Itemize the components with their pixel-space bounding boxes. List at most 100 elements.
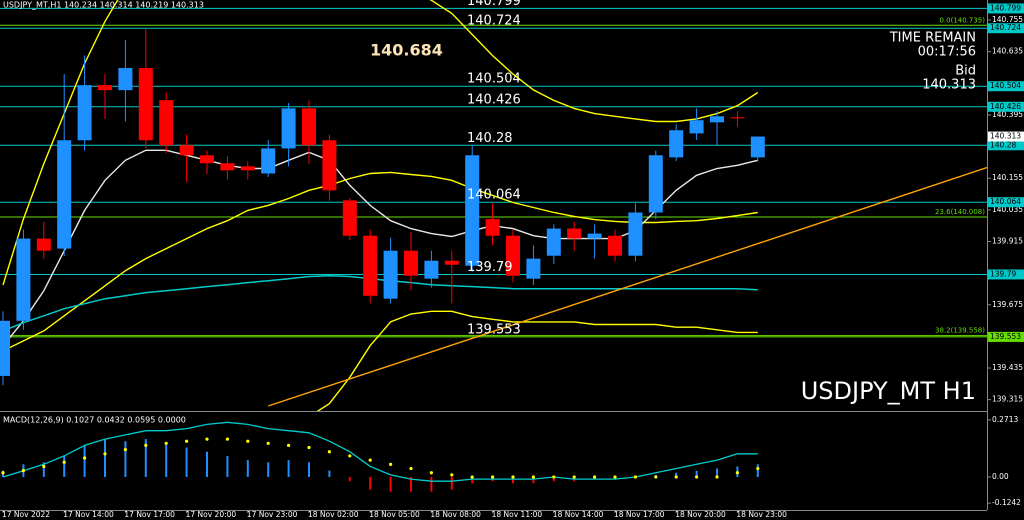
macd-signal-dot bbox=[21, 469, 25, 473]
watermark: USDJPY_MT H1 bbox=[801, 377, 976, 405]
macd-signal-dot bbox=[715, 475, 719, 479]
x-tick-label: 17 Nov 14:00 bbox=[63, 510, 114, 519]
macd-signal-dot bbox=[164, 441, 168, 445]
macd-bar bbox=[246, 460, 249, 477]
level-label: 140.064 bbox=[467, 188, 521, 203]
level-box bbox=[988, 269, 1024, 280]
macd-signal-dot bbox=[42, 464, 46, 469]
macd-signal-dot bbox=[307, 445, 311, 450]
macd-signal-dot bbox=[409, 466, 413, 471]
macd-label: MACD(12,26,9) 0.1027 0.0432 0.0595 0.000… bbox=[3, 416, 186, 425]
candle-body bbox=[363, 235, 378, 296]
macd-signal-dot bbox=[470, 475, 474, 479]
macd-bar bbox=[42, 462, 45, 477]
x-tick-label: 18 Nov 05:00 bbox=[369, 510, 420, 519]
level-label: 139.553 bbox=[467, 322, 521, 337]
candle-body bbox=[240, 166, 255, 171]
macd-bar bbox=[328, 470, 331, 477]
x-tick-label: 18 Nov 23:00 bbox=[736, 510, 787, 519]
y-tick-label: 139.915 bbox=[992, 236, 1023, 245]
level-box-label: 140.504 bbox=[990, 81, 1021, 90]
level-box-label: 140.724 bbox=[990, 23, 1021, 32]
fib-label: 23.6(140.008) bbox=[935, 208, 985, 216]
macd-bar bbox=[716, 468, 718, 477]
candle-body bbox=[159, 100, 174, 146]
macd-signal-dot bbox=[62, 460, 66, 464]
macd-signal-dot bbox=[756, 466, 760, 471]
level-label: 140.504 bbox=[467, 72, 521, 87]
macd-signal-dot bbox=[103, 452, 107, 456]
macd-bar bbox=[226, 455, 229, 477]
candle-body bbox=[444, 260, 459, 265]
macd-bar bbox=[124, 441, 127, 477]
macd-signal-dot bbox=[246, 439, 250, 443]
macd-bar bbox=[430, 476, 433, 492]
macd-bar bbox=[83, 445, 86, 477]
level-box-label: 139.553 bbox=[990, 332, 1021, 341]
macd-bar bbox=[695, 470, 698, 477]
candle-body bbox=[546, 228, 561, 256]
macd-bar bbox=[756, 464, 759, 477]
candle-body bbox=[628, 212, 643, 256]
bid-value: 140.313 bbox=[922, 78, 976, 93]
macd-signal-dot bbox=[1, 471, 5, 475]
y-tick-label: 140.755 bbox=[992, 15, 1023, 24]
level-box bbox=[988, 101, 1024, 112]
candle-body bbox=[689, 120, 704, 134]
candle-body bbox=[383, 250, 398, 299]
candle-body bbox=[98, 85, 112, 91]
macd-signal-dot bbox=[368, 458, 372, 462]
trend-line bbox=[267, 166, 987, 407]
level-box bbox=[988, 331, 1024, 342]
indicator-line bbox=[2, 0, 759, 286]
candle-body bbox=[710, 116, 724, 123]
y-tick-label: 139.675 bbox=[992, 300, 1023, 309]
macd-signal-dot bbox=[266, 441, 270, 445]
macd-signal-dot bbox=[450, 473, 454, 477]
macd-bar bbox=[532, 476, 535, 484]
macd-bar bbox=[369, 476, 372, 490]
macd-signal-dot bbox=[225, 437, 229, 441]
candle-body bbox=[506, 235, 520, 276]
candle-body bbox=[404, 250, 418, 276]
macd-tick-label: 0.00 bbox=[992, 472, 1009, 481]
macd-main-line bbox=[2, 421, 758, 482]
macd-signal-dot bbox=[205, 437, 209, 441]
current-price-label: 140.313 bbox=[990, 132, 1021, 141]
macd-panel bbox=[1, 421, 760, 492]
macd-bar bbox=[287, 460, 290, 477]
macd-tick-label: -0.1242 bbox=[992, 498, 1021, 507]
main-panel bbox=[0, 0, 987, 411]
macd-signal-dot bbox=[695, 475, 699, 479]
x-tick-label: 18 Nov 11:00 bbox=[492, 510, 543, 519]
x-tick-label: 18 Nov 20:00 bbox=[675, 510, 726, 519]
current-price-box bbox=[988, 131, 1024, 142]
macd-tick-label: 0.2713 bbox=[992, 415, 1018, 424]
macd-bar bbox=[512, 476, 514, 484]
macd-bar bbox=[450, 476, 453, 490]
level-box bbox=[988, 3, 1024, 14]
level-box-label: 140.799 bbox=[990, 3, 1021, 12]
candle-body bbox=[302, 108, 316, 146]
level-label: 140.799 bbox=[467, 0, 521, 9]
level-label: 140.724 bbox=[467, 14, 521, 29]
time-remain: 00:17:56 bbox=[918, 45, 976, 60]
level-box bbox=[988, 23, 1024, 34]
candle-body bbox=[648, 155, 663, 213]
candle-body bbox=[77, 85, 92, 141]
macd-bar bbox=[552, 476, 555, 482]
level-box-label: 139.79 bbox=[990, 269, 1016, 278]
y-tick-label: 139.435 bbox=[992, 363, 1023, 372]
candle-body bbox=[669, 130, 684, 158]
candle-body bbox=[424, 260, 439, 279]
macd-bar bbox=[675, 472, 678, 477]
macd-bar bbox=[63, 455, 66, 477]
macd-signal-dot bbox=[185, 439, 189, 443]
macd-signal-dot bbox=[491, 475, 495, 479]
candle-body bbox=[342, 200, 357, 236]
macd-signal-dot bbox=[83, 456, 87, 460]
level-box bbox=[988, 197, 1024, 208]
bid-label: Bid bbox=[955, 64, 976, 79]
